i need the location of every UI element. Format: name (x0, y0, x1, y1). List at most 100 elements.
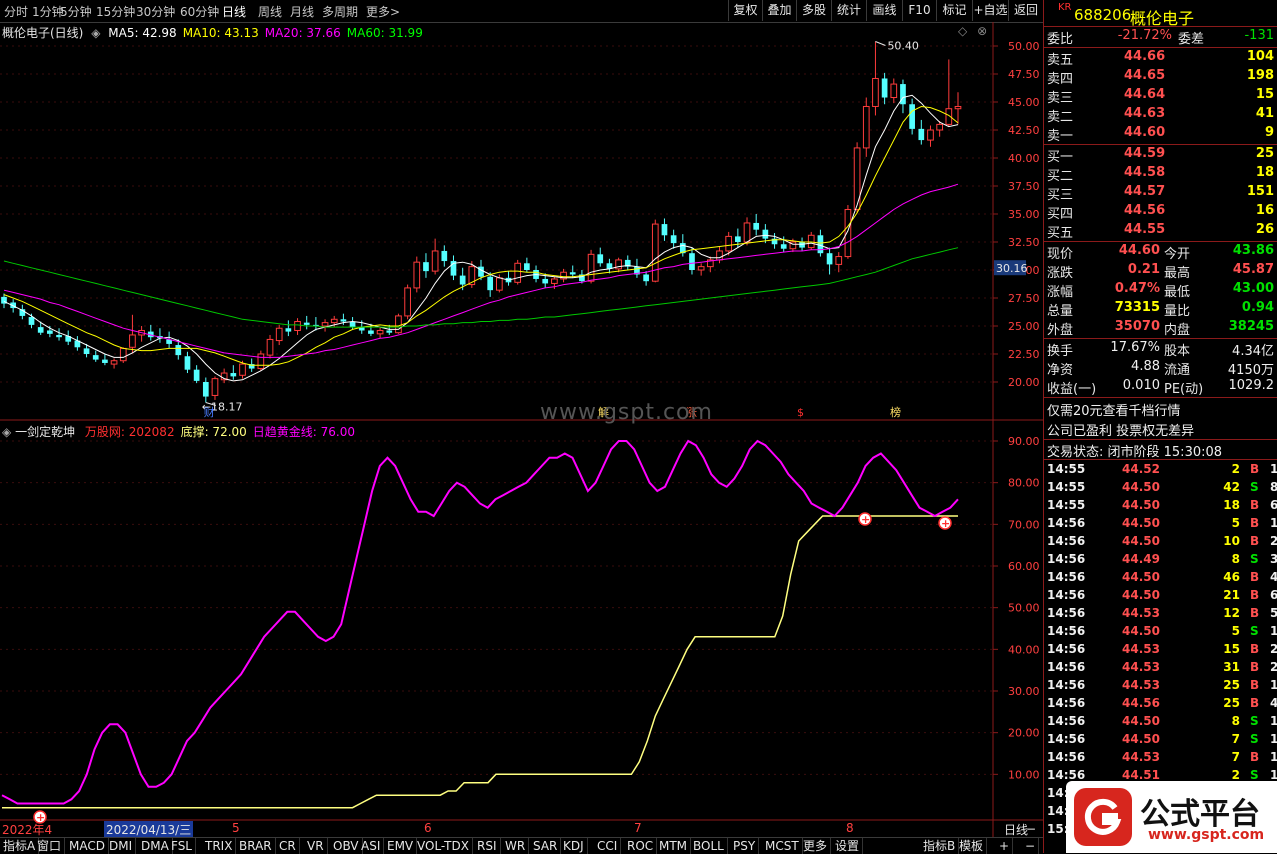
candle[interactable] (853, 142, 861, 213)
candle[interactable] (193, 365, 200, 384)
toolbar-button-5[interactable]: F10 (902, 0, 936, 21)
tab-19[interactable]: ROC (624, 838, 658, 854)
tab-17[interactable]: KDJ (560, 838, 588, 854)
candle[interactable] (872, 41, 879, 116)
candle[interactable] (569, 265, 576, 278)
candle[interactable] (138, 326, 145, 342)
tab-20[interactable]: MTM (656, 838, 692, 854)
candle[interactable] (404, 284, 411, 320)
candle[interactable] (376, 327, 384, 339)
tab-11[interactable]: ASI (358, 838, 385, 854)
candle[interactable] (303, 315, 310, 330)
collapse-icon[interactable]: ◈ (2, 425, 12, 439)
candle[interactable] (624, 255, 631, 270)
ask-row[interactable]: 卖一 44.60 9 (1044, 125, 1277, 144)
period-6[interactable]: 日线 (222, 5, 247, 19)
tab-29[interactable]: − (1022, 838, 1040, 854)
toolbar-button-3[interactable]: 统计 (831, 0, 866, 21)
tick-row[interactable]: 14:56 44.56 25 B 4 (1044, 696, 1277, 714)
close-icon[interactable]: ⊗ (977, 24, 988, 38)
tick-row[interactable]: 14:55 44.50 42 S 8 (1044, 480, 1277, 498)
candle[interactable] (395, 313, 402, 334)
candle[interactable] (230, 365, 237, 380)
tab-18[interactable]: CCI (594, 838, 622, 854)
tick-row[interactable]: 14:56 44.50 10 B 2 (1044, 534, 1277, 552)
candle[interactable] (661, 218, 668, 241)
toolbar-button-1[interactable]: 叠加 (762, 0, 796, 21)
candle[interactable] (753, 214, 760, 236)
candle[interactable] (92, 350, 99, 362)
indicator-minus-button[interactable]: − (1026, 822, 1036, 836)
ask-row[interactable]: 卖二 44.63 41 (1044, 106, 1277, 125)
candle[interactable] (184, 351, 191, 374)
tick-row[interactable]: 14:56 44.51 2 S 1 (1044, 768, 1277, 786)
candle[interactable] (909, 98, 915, 135)
event-marker-1[interactable]: 解 (598, 405, 609, 419)
period-3[interactable]: 15分钟 (96, 5, 136, 19)
tab-9[interactable]: VR (304, 838, 328, 854)
tab-25[interactable]: 设置 (832, 838, 864, 854)
event-marker-3[interactable]: $ (797, 406, 804, 419)
tick-row[interactable]: 14:56 44.50 8 S 1 (1044, 714, 1277, 732)
period-2[interactable]: 5分钟 (60, 5, 92, 19)
toolbar-button-6[interactable]: 标记 (936, 0, 972, 21)
candle[interactable] (780, 236, 787, 253)
tick-row[interactable]: 14:56 44.50 5 B 1 (1044, 516, 1277, 534)
event-marker-0[interactable]: 财 (204, 405, 215, 419)
toolbar-button-7[interactable]: +自选 (972, 0, 1008, 21)
candle[interactable] (634, 258, 640, 278)
bid-row[interactable]: 买二 44.58 18 (1044, 165, 1277, 184)
tab-1[interactable]: 窗口 (34, 838, 66, 854)
tab-13[interactable]: VOL-TDX (414, 838, 473, 854)
tick-row[interactable]: 14:56 44.53 31 B 2 (1044, 660, 1277, 678)
candle[interactable] (505, 271, 512, 286)
candle[interactable] (844, 205, 852, 259)
candle[interactable] (606, 258, 613, 274)
tab-26[interactable]: 指标B (920, 838, 960, 854)
tick-row[interactable]: 14:56 44.50 7 S 1 (1044, 732, 1277, 750)
tab-2[interactable]: MACD (66, 838, 109, 854)
candle[interactable] (651, 219, 659, 283)
collapse-icon[interactable]: ◈ (91, 26, 101, 40)
bid-row[interactable]: 买三 44.57 151 (1044, 184, 1277, 203)
bid-row[interactable]: 买一 44.59 25 (1044, 146, 1277, 165)
tab-22[interactable]: PSY (730, 838, 760, 854)
bid-row[interactable]: 买五 44.55 26 (1044, 222, 1277, 241)
candle[interactable] (386, 324, 393, 335)
tab-15[interactable]: WR (502, 838, 530, 854)
candle[interactable] (587, 249, 595, 284)
tab-21[interactable]: BOLL (690, 838, 728, 854)
candle[interactable] (423, 253, 429, 278)
candle[interactable] (157, 328, 163, 343)
period-0[interactable]: 分时 (4, 5, 29, 19)
ask-row[interactable]: 卖三 44.64 15 (1044, 87, 1277, 106)
period-5[interactable]: 60分钟 (180, 5, 220, 19)
period-1[interactable]: 1分钟 (32, 5, 64, 19)
tick-row[interactable]: 14:56 44.50 46 B 4 (1044, 570, 1277, 588)
period-4[interactable]: 30分钟 (136, 5, 176, 19)
candle[interactable] (266, 334, 274, 359)
tab-16[interactable]: SAR (530, 838, 562, 854)
candle[interactable] (900, 79, 906, 114)
candle[interactable] (881, 72, 888, 105)
tab-5[interactable]: FSL (168, 838, 196, 854)
candle[interactable] (65, 330, 72, 346)
candle[interactable] (110, 358, 118, 369)
tab-24[interactable]: 更多 (800, 838, 832, 854)
candle[interactable] (533, 265, 539, 283)
candle[interactable] (927, 125, 934, 147)
candle[interactable] (862, 97, 870, 157)
candle[interactable] (954, 92, 962, 125)
candle[interactable] (807, 231, 815, 250)
candle[interactable] (119, 347, 127, 363)
candle[interactable] (487, 272, 494, 297)
toolbar-button-2[interactable]: 多股 (796, 0, 831, 21)
tab-28[interactable]: + (996, 838, 1014, 854)
tab-27[interactable]: 模板 (956, 838, 988, 854)
tab-3[interactable]: DMI (106, 838, 137, 854)
candle[interactable] (826, 247, 833, 275)
period-7[interactable]: 周线 (258, 5, 283, 19)
candle[interactable] (560, 268, 567, 283)
tick-row[interactable]: 14:56 44.53 15 B 2 (1044, 642, 1277, 660)
event-marker-2[interactable]: 涨 (686, 406, 697, 419)
